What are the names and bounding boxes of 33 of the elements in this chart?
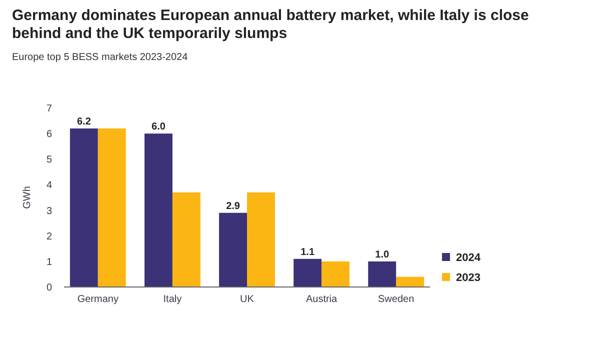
bar (172, 192, 200, 287)
bar (368, 261, 396, 287)
y-tick-label: 7 (46, 104, 52, 114)
y-tick-label: 0 (46, 282, 52, 294)
bar (396, 276, 424, 287)
data-label: 6.0 (152, 122, 166, 133)
chart-title: Germany dominates European annual battery market, while Italy is close behind and the UK temporarily slumps (12, 7, 529, 42)
x-tick-label: Germany (77, 294, 118, 305)
y-tick-label: 2 (46, 231, 52, 242)
bar (219, 212, 247, 287)
y-tick-label: 3 (46, 206, 52, 217)
x-tick-label: Italy (163, 294, 182, 305)
data-label: 2.9 (226, 200, 240, 212)
y-axis-title: GWh (22, 186, 33, 209)
data-label: 6.2 (76, 116, 92, 128)
bar (98, 128, 126, 287)
bar (247, 192, 275, 287)
legend-label: 2023 (456, 272, 480, 284)
data-label: 1.1 (300, 246, 315, 258)
legend-label: 2024 (456, 252, 482, 264)
x-tick-label: Sweden (378, 294, 414, 305)
chart-subtitle: Europe top 5 BESS markets 2023-2024 (12, 52, 188, 63)
bar (294, 258, 322, 287)
bar (70, 128, 98, 287)
x-tick-label: UK (240, 294, 254, 305)
y-tick-label: 5 (46, 154, 52, 166)
x-tick-label: Austria (306, 294, 338, 305)
y-tick-label: 1 (46, 256, 52, 268)
data-label: 1.0 (375, 249, 390, 260)
bar (322, 261, 350, 287)
y-tick-label: 4 (46, 180, 52, 192)
y-tick-label: 6 (46, 129, 52, 140)
bar (144, 134, 172, 287)
